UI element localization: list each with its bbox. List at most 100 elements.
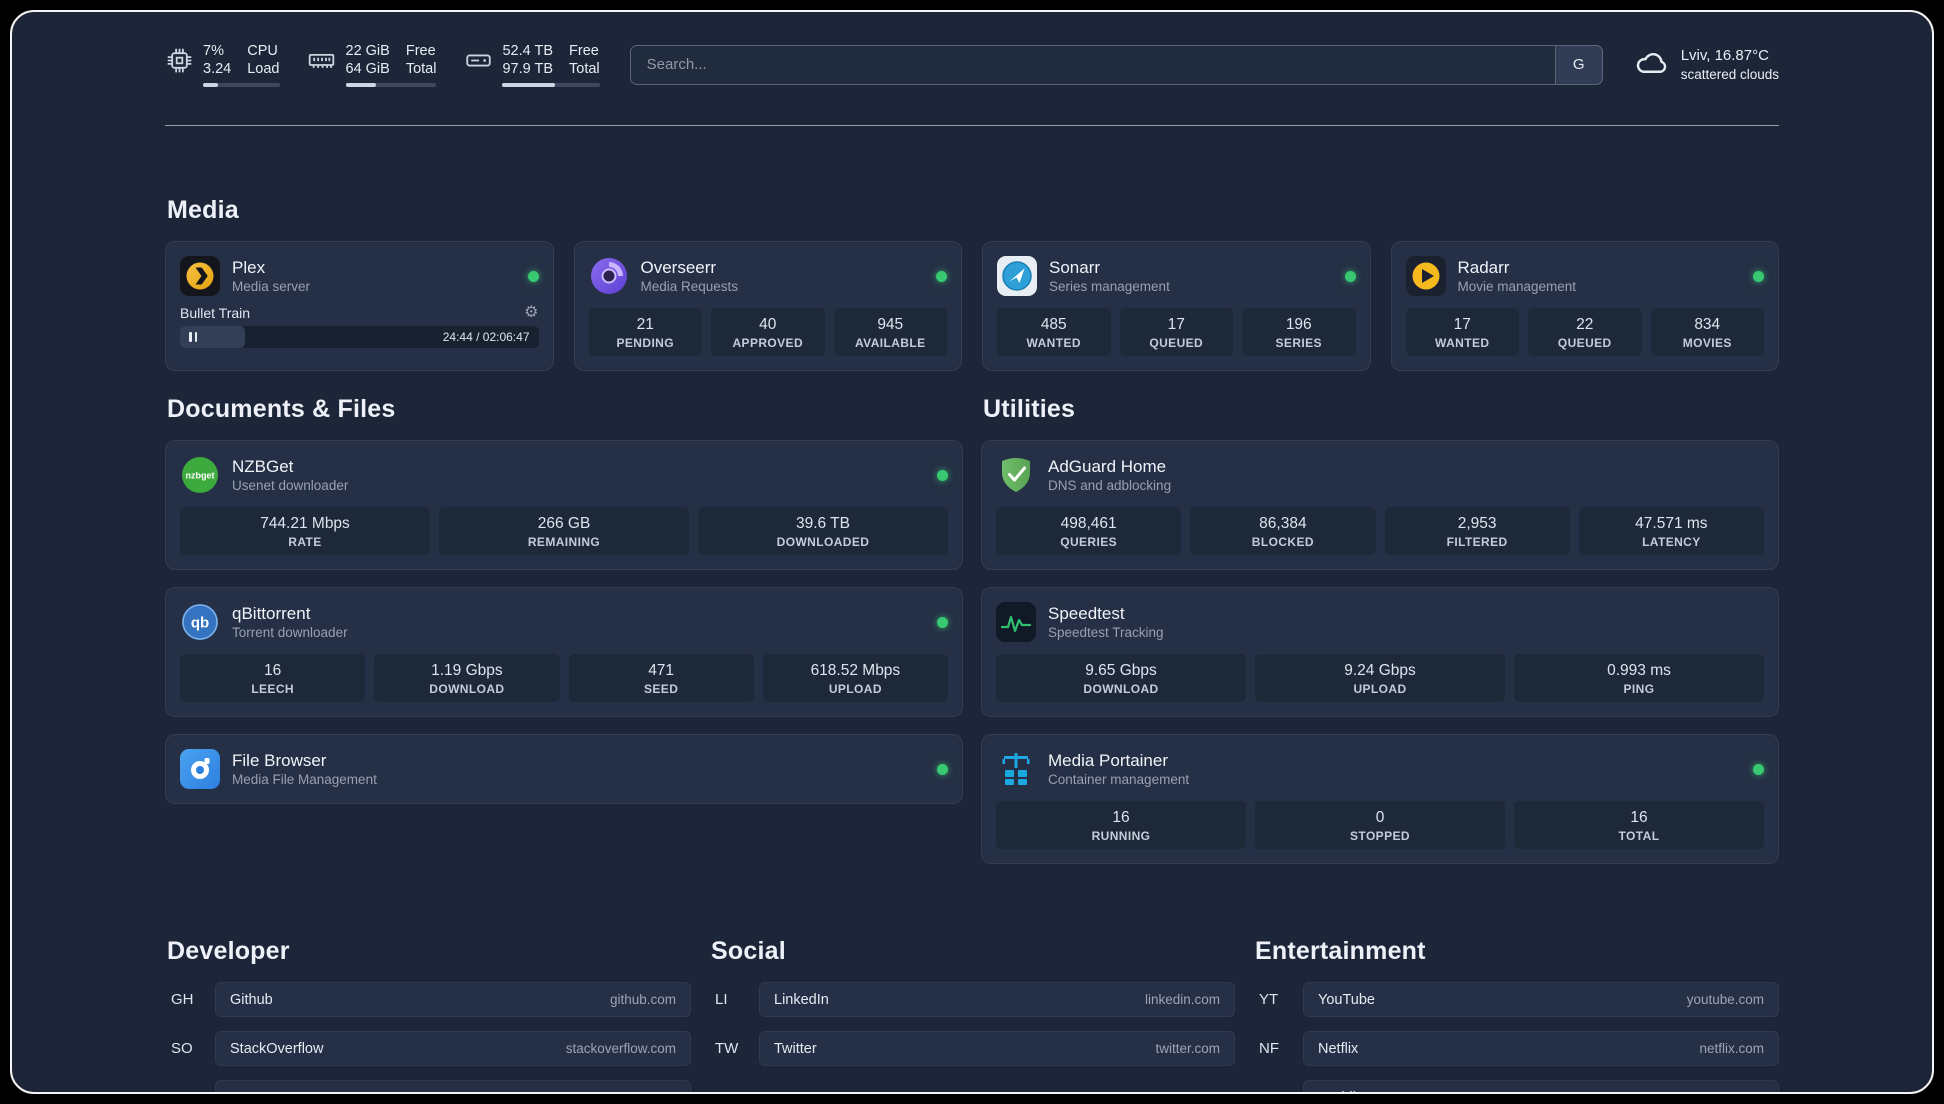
cpu-load-value: 3.24 xyxy=(203,61,232,77)
status-dot xyxy=(937,469,948,481)
bookmark-row: TW Twitter twitter.com xyxy=(709,1031,1235,1066)
memory-total-value: 64 GiB xyxy=(345,61,390,77)
topbar-divider xyxy=(165,125,1779,126)
memory-usage-widget: 22 GiB 64 GiB Free Total xyxy=(308,42,437,87)
bookmark-youtube[interactable]: YouTube youtube.com xyxy=(1303,982,1779,1017)
speedtest-icon xyxy=(996,602,1036,642)
app-subtitle: Media server xyxy=(232,279,311,294)
ram-icon xyxy=(308,46,336,74)
bookmark-reddit[interactable]: Reddit reddit.com xyxy=(1303,1080,1779,1092)
adguard-icon xyxy=(996,455,1036,495)
dashboard-window: 7% 3.24 CPU Load xyxy=(10,10,1934,1094)
stat-box-approved: 40 APPROVED xyxy=(711,308,825,356)
plex-icon xyxy=(180,256,220,296)
app-subtitle: Torrent downloader xyxy=(232,625,348,640)
status-dot xyxy=(1753,763,1764,775)
storage-total-value: 97.9 TB xyxy=(502,61,554,77)
section-title-entertainment: Entertainment xyxy=(1255,937,1426,965)
load-label: Load xyxy=(247,61,280,77)
stat-box-download: 1.19 Gbps DOWNLOAD xyxy=(374,654,560,702)
app-subtitle: Usenet downloader xyxy=(232,478,349,493)
bookmark-netflix[interactable]: Netflix netflix.com xyxy=(1303,1031,1779,1066)
section-entertainment: Entertainment YT YouTube youtube.com NF … xyxy=(1253,937,1779,1092)
stat-box-downloaded: 39.6 TB DOWNLOADED xyxy=(698,507,948,555)
section-documents: Documents & Files nzbget NZBGet Usenet d… xyxy=(165,395,963,881)
stat-box-seed: 471 SEED xyxy=(568,654,754,702)
bookmark-abbr: RE xyxy=(1253,1089,1303,1092)
bookmark-stackoverflow[interactable]: StackOverflow stackoverflow.com xyxy=(215,1031,691,1066)
app-card-sonarr[interactable]: Sonarr Series management 485 WANTED 17 Q… xyxy=(982,241,1371,371)
app-card-portainer[interactable]: Media Portainer Container management 16 … xyxy=(981,734,1779,864)
bookmark-abbr: GH xyxy=(171,991,194,1008)
app-name: Overseerr xyxy=(640,258,717,277)
playback-time: 24:44 / 02:06:47 xyxy=(442,330,530,344)
app-card-speedtest[interactable]: Speedtest Speedtest Tracking 9.65 Gbps D… xyxy=(981,587,1779,717)
bookmark-abbr: DT xyxy=(165,1089,215,1092)
storage-usage-widget: 52.4 TB 97.9 TB Free Total xyxy=(464,42,600,87)
app-name: Sonarr xyxy=(1049,258,1101,277)
gear-icon[interactable]: ⚙ xyxy=(524,304,539,321)
storage-usage-bar xyxy=(502,83,600,87)
section-title-documents: Documents & Files xyxy=(167,395,396,423)
bookmark-github[interactable]: Github github.com xyxy=(215,982,691,1017)
stat-box-remaining: 266 GB REMAINING xyxy=(439,507,689,555)
overseerr-icon xyxy=(589,256,629,296)
playback-progress-bar[interactable]: 24:44 / 02:06:47 xyxy=(180,326,539,348)
top-bar: 7% 3.24 CPU Load xyxy=(165,42,1779,87)
cloud-icon xyxy=(1633,44,1669,85)
bookmark-row: DT DEV dev.to xyxy=(165,1080,691,1092)
status-dot xyxy=(1753,270,1764,282)
bookmark-row: YT YouTube youtube.com xyxy=(1253,982,1779,1017)
stat-box-queued: 17 QUEUED xyxy=(1119,308,1233,356)
storage-free-value: 52.4 TB xyxy=(502,43,554,59)
stat-box-wanted: 17 WANTED xyxy=(1405,308,1519,356)
disk-icon xyxy=(464,46,492,74)
memory-total-label: Total xyxy=(405,61,437,77)
app-card-overseerr[interactable]: Overseerr Media Requests 21 PENDING 40 A… xyxy=(573,241,962,371)
stat-box-queued: 22 QUEUED xyxy=(1528,308,1642,356)
memory-free-label: Free xyxy=(405,43,436,59)
app-subtitle: Speedtest Tracking xyxy=(1048,625,1164,640)
cpu-usage-bar xyxy=(203,83,280,87)
app-subtitle: Media Requests xyxy=(640,279,739,294)
bookmark-dev[interactable]: DEV dev.to xyxy=(215,1080,691,1092)
section-developer: Developer GH Github github.com SO StackO… xyxy=(165,937,691,1092)
section-title-social: Social xyxy=(711,937,786,965)
now-playing-widget: Bullet Train ⚙ 24:44 / 02:06:47 xyxy=(180,305,539,348)
app-card-qbittorrent[interactable]: qb qBittorrent Torrent downloader 16 xyxy=(165,587,963,717)
now-playing-title: Bullet Train xyxy=(180,305,251,321)
search-provider-button[interactable]: G xyxy=(1554,44,1603,85)
stat-box-queries: 498,461 QUERIES xyxy=(996,507,1182,555)
app-name: Plex xyxy=(232,258,266,277)
storage-total-label: Total xyxy=(569,61,600,77)
stat-box-blocked: 86,384 BLOCKED xyxy=(1190,507,1376,555)
search-input[interactable] xyxy=(629,44,1603,85)
stat-box-filtered: 2,953 FILTERED xyxy=(1384,507,1570,555)
filebrowser-icon xyxy=(180,749,220,789)
stat-box-running: 16 RUNNING xyxy=(996,801,1246,849)
bookmark-row: RE Reddit reddit.com xyxy=(1253,1080,1779,1092)
stat-box-latency: 47.571 ms LATENCY xyxy=(1578,507,1764,555)
app-subtitle: Movie management xyxy=(1457,279,1577,294)
app-card-adguard[interactable]: AdGuard Home DNS and adblocking 498,461 … xyxy=(981,440,1779,570)
app-card-radarr[interactable]: Radarr Movie management 17 WANTED 22 QUE… xyxy=(1390,241,1779,371)
bookmark-linkedin[interactable]: LinkedIn linkedin.com xyxy=(759,982,1235,1017)
bookmark-abbr: SO xyxy=(171,1040,193,1057)
search-bar: G xyxy=(629,44,1603,85)
app-card-nzbget[interactable]: nzbget NZBGet Usenet downloader 744.21 M… xyxy=(165,440,963,570)
bookmark-twitter[interactable]: Twitter twitter.com xyxy=(759,1031,1235,1066)
cpu-chip-icon xyxy=(165,46,193,74)
section-media: Media Plex Media server xyxy=(165,196,1779,371)
pause-icon[interactable] xyxy=(189,332,197,342)
bookmark-abbr: NF xyxy=(1259,1040,1279,1057)
app-name: NZBGet xyxy=(232,457,294,476)
storage-free-label: Free xyxy=(569,43,599,59)
stat-box-movies: 834 MOVIES xyxy=(1650,308,1764,356)
app-card-filebrowser[interactable]: File Browser Media File Management xyxy=(165,734,963,804)
app-card-plex[interactable]: Plex Media server Bullet Train ⚙ xyxy=(165,241,554,371)
portainer-icon xyxy=(996,749,1036,789)
svg-text:qb: qb xyxy=(191,615,209,632)
bookmark-row: LI LinkedIn linkedin.com xyxy=(709,982,1235,1017)
stat-box-stopped: 0 STOPPED xyxy=(1255,801,1505,849)
stat-box-ping: 0.993 ms PING xyxy=(1514,654,1764,702)
